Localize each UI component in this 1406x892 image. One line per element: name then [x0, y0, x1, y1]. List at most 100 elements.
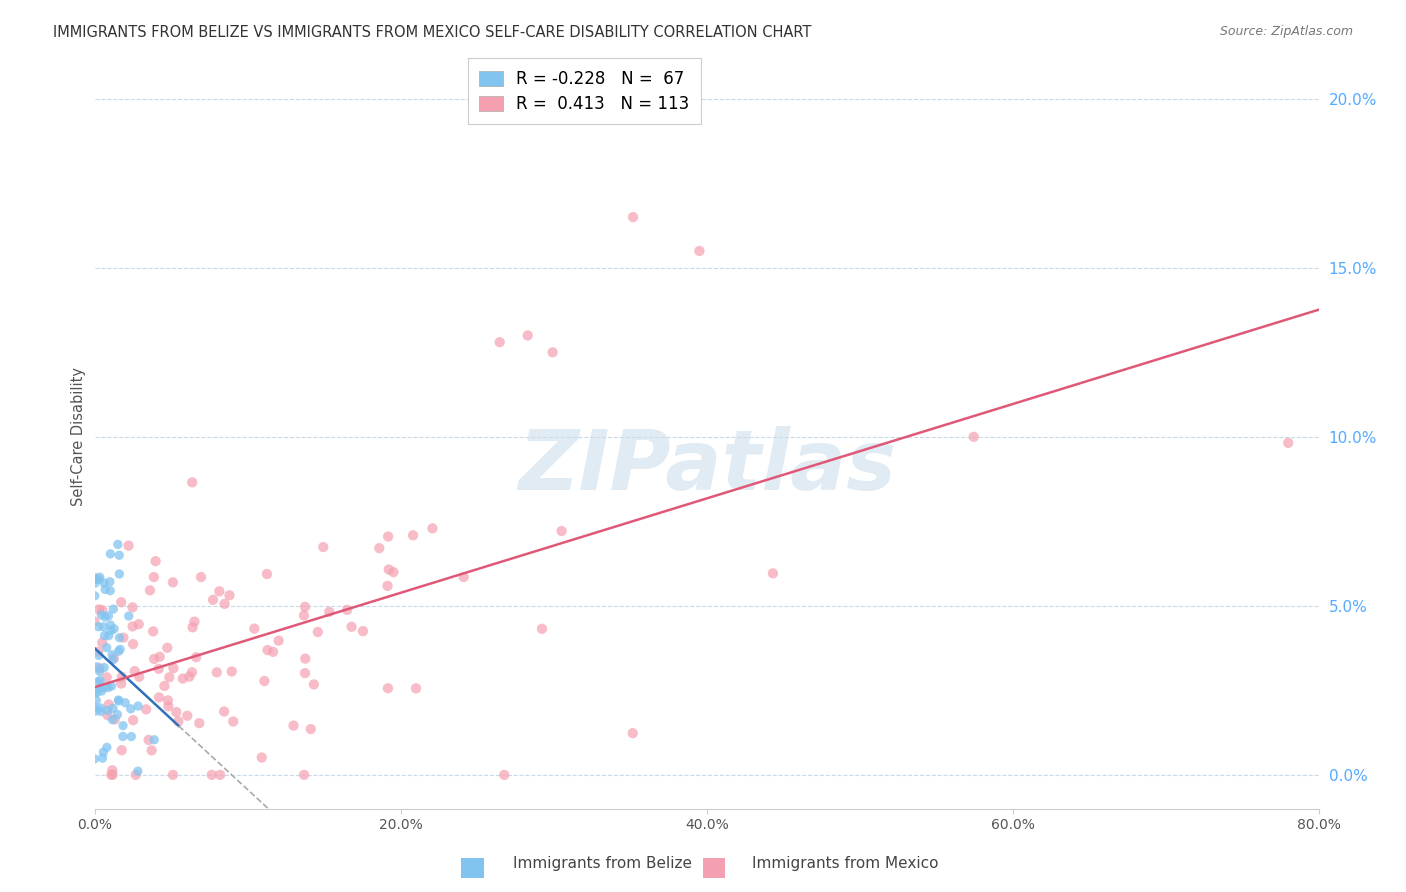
- Point: [84, 704, 107, 718]
- Point: [402, 528, 425, 542]
- Point: [96, 670, 118, 684]
- Point: [135, 702, 157, 716]
- Point: [89, 570, 111, 584]
- Point: [86, 685, 108, 699]
- Point: [181, 620, 204, 634]
- Point: [128, 617, 150, 632]
- Point: [145, 554, 167, 568]
- Point: [377, 579, 399, 593]
- Legend: R = -0.228   N =  67, R =  0.413   N = 113: R = -0.228 N = 67, R = 0.413 N = 113: [468, 59, 702, 125]
- Point: [302, 677, 325, 691]
- Point: [87, 620, 110, 634]
- Point: [494, 768, 516, 782]
- Point: [118, 609, 141, 624]
- Point: [148, 690, 170, 705]
- Point: [149, 649, 172, 664]
- Point: [186, 650, 208, 665]
- Point: [93, 620, 115, 634]
- Point: [162, 768, 184, 782]
- Point: [256, 643, 278, 657]
- Point: [96, 708, 118, 723]
- Point: [253, 673, 276, 688]
- Point: [318, 605, 340, 619]
- Point: [142, 624, 165, 639]
- Point: [96, 640, 118, 655]
- Point: [179, 670, 201, 684]
- Point: [90, 607, 112, 622]
- Point: [167, 714, 190, 729]
- Point: [110, 595, 132, 609]
- Point: [90, 701, 112, 715]
- Point: [100, 768, 122, 782]
- Point: [89, 673, 111, 688]
- Point: [262, 645, 284, 659]
- Point: [221, 665, 243, 679]
- Point: [156, 640, 179, 655]
- Point: [108, 566, 131, 581]
- Point: [550, 524, 572, 538]
- Point: [138, 733, 160, 747]
- Point: [83, 589, 105, 603]
- Point: [96, 740, 118, 755]
- Point: [90, 684, 112, 698]
- Point: [91, 635, 114, 649]
- Point: [688, 244, 710, 258]
- Point: [621, 210, 644, 224]
- Point: [100, 624, 122, 638]
- Point: [87, 674, 110, 689]
- Point: [114, 696, 136, 710]
- Point: [97, 704, 120, 718]
- Point: [101, 713, 124, 727]
- Point: [208, 584, 231, 599]
- Point: [93, 629, 115, 643]
- Point: [103, 602, 125, 616]
- Point: [143, 732, 166, 747]
- Point: [294, 599, 316, 614]
- Point: [117, 539, 139, 553]
- Point: [107, 644, 129, 658]
- Point: [188, 716, 211, 731]
- Point: [530, 622, 553, 636]
- Point: [94, 582, 117, 597]
- Point: [101, 768, 124, 782]
- Point: [190, 570, 212, 584]
- Point: [181, 475, 204, 490]
- Point: [294, 666, 316, 681]
- Point: [368, 541, 391, 556]
- Point: [101, 653, 124, 667]
- Point: [84, 572, 107, 586]
- Point: [91, 751, 114, 765]
- Point: [111, 719, 134, 733]
- Point: [162, 661, 184, 675]
- Point: [101, 648, 124, 662]
- Point: [127, 699, 149, 714]
- Point: [84, 576, 107, 591]
- Point: [103, 651, 125, 665]
- Point: [963, 430, 986, 444]
- Point: [97, 698, 120, 712]
- Point: [156, 693, 179, 707]
- Point: [101, 701, 124, 715]
- Point: [112, 631, 135, 645]
- Point: [352, 624, 374, 639]
- Point: [212, 705, 235, 719]
- Point: [89, 681, 111, 696]
- Point: [1277, 435, 1299, 450]
- Point: [101, 763, 124, 777]
- Point: [97, 608, 120, 623]
- Point: [98, 583, 121, 598]
- Point: [176, 708, 198, 723]
- Point: [89, 661, 111, 675]
- Point: [111, 730, 134, 744]
- Point: [214, 597, 236, 611]
- Point: [250, 750, 273, 764]
- Point: [208, 768, 231, 782]
- Point: [93, 660, 115, 674]
- Point: [181, 665, 204, 680]
- Text: Immigrants from Mexico: Immigrants from Mexico: [752, 855, 939, 871]
- Point: [139, 583, 162, 598]
- Point: [148, 662, 170, 676]
- Point: [111, 670, 134, 684]
- Point: [86, 660, 108, 674]
- Text: Immigrants from Belize: Immigrants from Belize: [513, 855, 692, 871]
